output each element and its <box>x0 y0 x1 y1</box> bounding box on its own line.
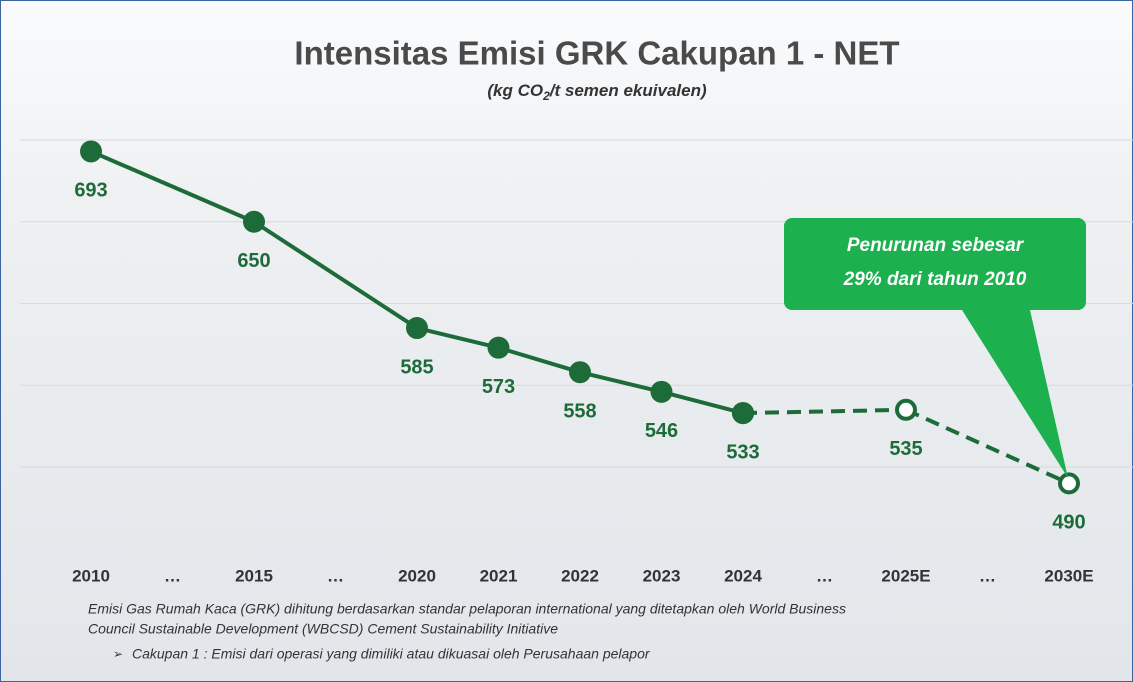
value-label: 546 <box>645 420 678 442</box>
x-tick-label: 2022 <box>561 566 599 585</box>
x-tick-label: … <box>979 566 996 585</box>
bullet-icon: ➢ <box>113 647 123 661</box>
data-point <box>569 361 591 384</box>
data-point <box>732 402 754 425</box>
x-tick-label: 2030E <box>1044 566 1093 585</box>
value-label: 535 <box>889 438 922 460</box>
value-label: 573 <box>482 376 515 398</box>
plot: 2010 … 2015 … 2020 2021 2022 2023 2024 … 2025E … 203… <box>20 139 1133 585</box>
x-tick-label: 2024 <box>724 566 762 585</box>
data-point <box>243 210 265 233</box>
x-tick-label: 2015 <box>235 566 273 585</box>
x-tick-label: 2025E <box>881 566 930 585</box>
x-tick-label: 2023 <box>643 566 681 585</box>
line-segment <box>416 326 499 350</box>
line-segment <box>252 220 419 330</box>
chart-subtitle: (kg CO2/t semen ekuivalen) <box>487 81 707 103</box>
chart-title: Intensitas Emisi GRK Cakupan 1 - NET <box>294 35 899 72</box>
x-tick-label: 2021 <box>480 566 518 585</box>
callout-box <box>784 218 1086 478</box>
data-point <box>406 317 428 340</box>
subtitle-part: /t semen ekuivalen) <box>549 81 707 100</box>
data-point <box>80 140 102 163</box>
line-segment <box>579 370 662 394</box>
data-point <box>1058 472 1080 495</box>
data-point <box>895 398 917 421</box>
value-label: 490 <box>1052 512 1085 534</box>
line-segment <box>660 389 744 416</box>
footnote: Emisi Gas Rumah Kaca (GRK) dihitung berd… <box>88 601 846 617</box>
line-segment <box>905 407 1070 486</box>
x-tick-label: … <box>164 566 181 585</box>
x-tick-label: 2010 <box>72 566 110 585</box>
value-label: 650 <box>237 250 270 272</box>
x-tick-label: … <box>327 566 344 585</box>
footnote: Council Sustainable Development (WBCSD) … <box>88 621 558 637</box>
value-label: 558 <box>563 400 596 422</box>
callout-text: 29% dari tahun 2010 <box>843 269 1027 290</box>
line-segment <box>742 407 907 416</box>
x-tick-label: 2020 <box>398 566 436 585</box>
data-point <box>487 336 510 359</box>
line-segment <box>90 149 255 224</box>
value-label: 585 <box>400 356 433 378</box>
footnote: Cakupan 1 : Emisi dari operasi yang dimi… <box>132 646 651 662</box>
line-segment <box>497 345 581 375</box>
value-label: 533 <box>726 441 759 463</box>
subtitle-part: (kg CO <box>487 81 543 100</box>
callout-text: Penurunan sebesar <box>847 235 1025 256</box>
value-label: 693 <box>74 180 107 202</box>
x-tick-label: … <box>816 566 833 585</box>
subtitle-subscript: 2 <box>542 89 550 103</box>
data-point <box>650 380 673 403</box>
